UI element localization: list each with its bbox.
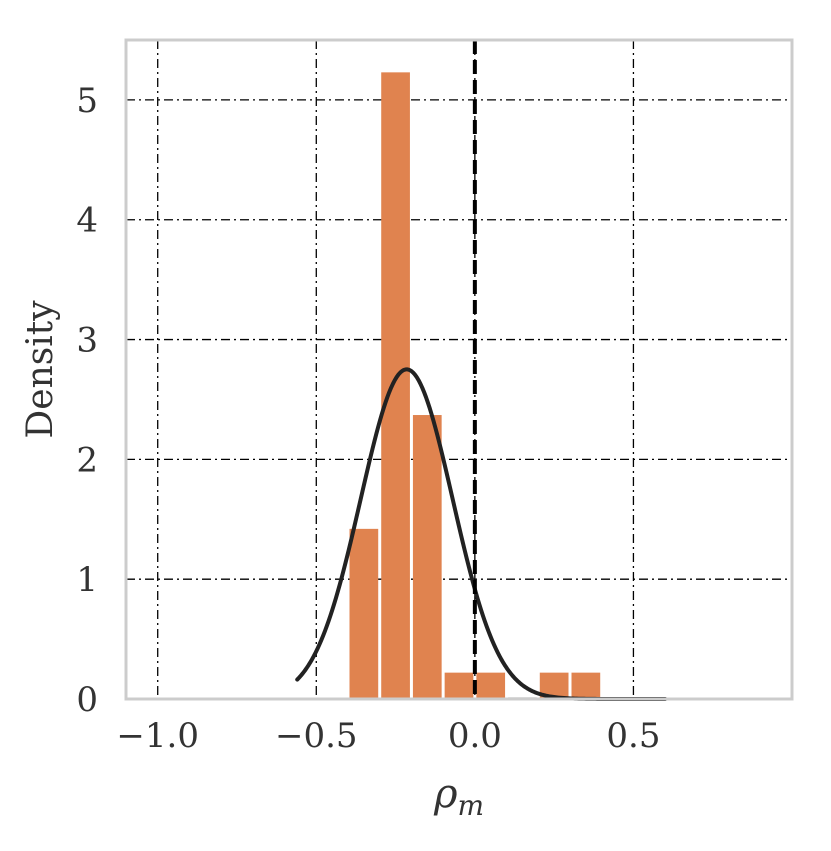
histogram-bar-1 <box>381 72 410 700</box>
x-axis-label-symbol: ρ <box>433 771 458 817</box>
y-tick-label-2: 2 <box>76 440 98 480</box>
histogram-bar-4 <box>476 672 506 699</box>
y-tick-label-5: 5 <box>76 81 98 121</box>
x-tick-label-3: 0.5 <box>606 716 660 756</box>
histogram-bar-2 <box>412 415 442 699</box>
x-tick-label-2: 0.0 <box>448 716 502 756</box>
y-tick-label-4: 4 <box>76 201 98 241</box>
y-tick-labels: 0 1 2 3 4 5 <box>76 81 98 720</box>
histogram-bar-0 <box>349 528 379 699</box>
x-axis-label: ρm <box>433 771 484 822</box>
y-axis-label: Density <box>20 300 61 439</box>
x-tick-label-1: −0.5 <box>275 716 358 756</box>
y-tick-label-3: 3 <box>76 321 98 361</box>
x-tick-labels: −1.0 −0.5 0.0 0.5 <box>116 716 660 756</box>
y-tick-label-1: 1 <box>76 560 98 600</box>
x-tick-label-0: −1.0 <box>116 716 199 756</box>
histogram-bar-7 <box>571 672 601 699</box>
plot-frame <box>124 38 794 701</box>
y-tick-label-0: 0 <box>76 680 98 720</box>
x-axis-label-subscript: m <box>457 789 484 822</box>
histogram-bar-3 <box>444 672 474 699</box>
